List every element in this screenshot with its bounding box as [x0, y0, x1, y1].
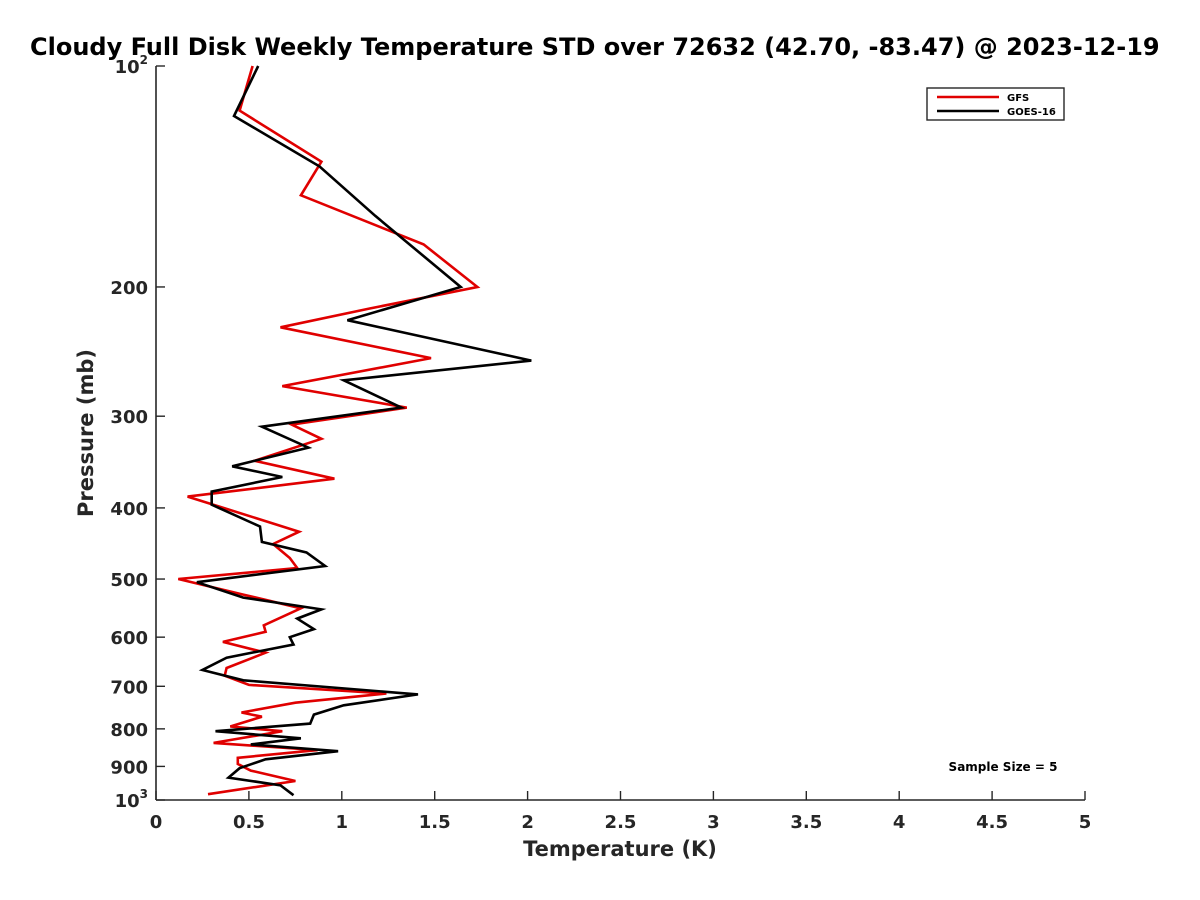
- x-tick-label: 2: [521, 812, 534, 833]
- x-tick-label: 1: [336, 812, 349, 833]
- x-tick-label: 5: [1079, 812, 1092, 833]
- x-axis-ticks: 0 0.5 1 1.5 2 2.5 3 3.5 4 4.5 5: [150, 791, 1092, 833]
- legend: GFS GOES-16: [926, 87, 1065, 121]
- x-tick-label: 3.5: [790, 812, 822, 833]
- legend-box: [926, 87, 1065, 121]
- series-line-gfs: [177, 65, 481, 796]
- y-tick-label: 103: [115, 787, 148, 812]
- y-tick-label: 400: [110, 499, 148, 520]
- y-axis-ticks: 102 200 300 400 500 600 700 800 900 103: [110, 53, 165, 812]
- series-line-goes-16: [196, 65, 532, 797]
- y-tick-label: 900: [110, 757, 148, 778]
- y-axis-label: Pressure (mb): [74, 349, 98, 517]
- x-tick-label: 4: [893, 812, 906, 833]
- y-tick-label: 102: [115, 53, 148, 78]
- y-tick-label: 500: [110, 570, 148, 591]
- x-tick-label: 2.5: [605, 812, 637, 833]
- x-tick-label: 3: [707, 812, 720, 833]
- y-tick-label: 300: [110, 407, 148, 428]
- y-tick-label: 200: [110, 278, 148, 299]
- x-tick-label: 4.5: [976, 812, 1008, 833]
- series-group: [177, 65, 532, 797]
- x-tick-label: 1.5: [419, 812, 451, 833]
- x-axis-label: Temperature (K): [523, 837, 717, 861]
- y-tick-label: 800: [110, 720, 148, 741]
- sample-size-annotation: Sample Size = 5: [949, 760, 1058, 774]
- chart-title: Cloudy Full Disk Weekly Temperature STD …: [30, 33, 1160, 61]
- legend-label: GFS: [1007, 93, 1029, 104]
- y-tick-label: 700: [110, 677, 148, 698]
- y-tick-label: 600: [110, 628, 148, 649]
- x-tick-label: 0: [150, 812, 163, 833]
- legend-label: GOES-16: [1007, 107, 1056, 118]
- x-tick-label: 0.5: [233, 812, 265, 833]
